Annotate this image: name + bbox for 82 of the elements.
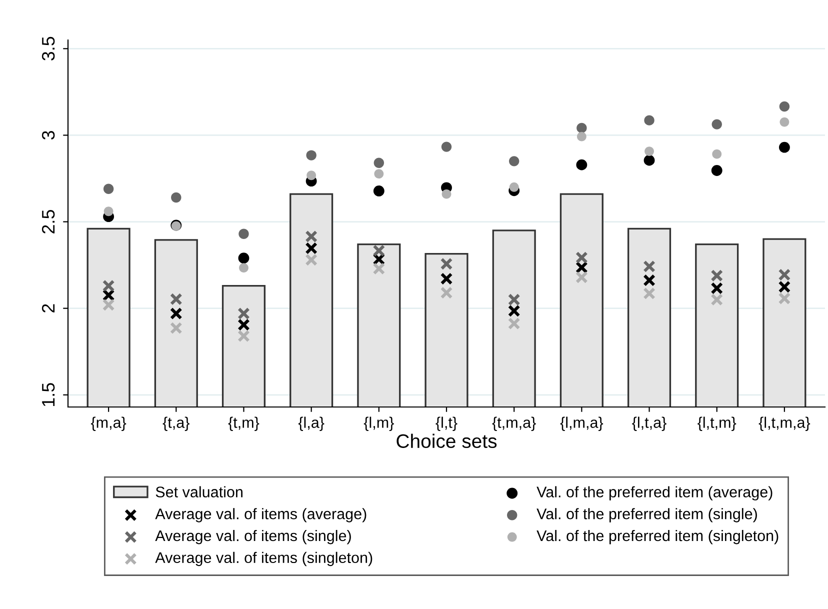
legend-label: Val. of the preferred item (single)	[536, 508, 757, 522]
point	[508, 304, 520, 318]
point	[440, 258, 453, 270]
point	[103, 184, 114, 194]
point	[778, 292, 791, 305]
point	[779, 101, 790, 112]
point	[171, 192, 182, 203]
point	[306, 170, 316, 180]
legend-label: Average val. of items (average)	[155, 508, 366, 522]
legend-label: Average val. of items (single)	[155, 530, 351, 544]
x-tick-label: {l,t}	[436, 416, 458, 431]
x-tick-label: {t,m}	[228, 416, 260, 431]
point	[575, 271, 588, 284]
point	[372, 244, 386, 257]
x-axis-title: Choice sets	[396, 434, 497, 448]
point	[508, 317, 520, 330]
point	[778, 280, 791, 294]
point	[710, 293, 724, 306]
point	[372, 262, 386, 275]
y-tick-label: 3.5	[42, 36, 55, 61]
x-tick-label: {t,m,a}	[492, 416, 536, 431]
point	[780, 117, 790, 127]
x-tick-label: {m,a}	[90, 416, 126, 431]
y-tick-label: 2.5	[42, 210, 55, 234]
point	[644, 146, 654, 156]
point	[305, 242, 318, 254]
legend-label: Val. of the preferred item (singleton)	[536, 530, 778, 544]
point	[508, 293, 520, 306]
point	[710, 269, 724, 282]
y-tick-label: 3	[42, 130, 55, 140]
point	[374, 158, 384, 168]
y-tick-label: 2	[42, 304, 55, 312]
x-tick-label: {l,a}	[298, 416, 324, 431]
point	[102, 298, 115, 312]
point	[440, 286, 453, 299]
point	[509, 182, 519, 192]
legend-label: Set valuation	[156, 486, 242, 498]
point	[778, 268, 791, 281]
point	[778, 142, 790, 153]
x-tick-label: {l,m,a}	[560, 416, 604, 431]
legend-label: Average val. of items (singleton)	[155, 552, 372, 566]
point	[576, 159, 588, 170]
point	[712, 119, 722, 130]
legend-label: Val. of the preferred item (average)	[536, 486, 772, 500]
point	[238, 228, 249, 239]
point	[306, 150, 316, 160]
point	[170, 307, 182, 320]
point	[238, 307, 250, 320]
point	[305, 230, 318, 243]
point	[238, 318, 250, 331]
point	[576, 132, 586, 142]
point	[238, 252, 250, 264]
point	[644, 154, 655, 166]
point	[711, 165, 722, 176]
y-tick-label: 1.5	[42, 383, 55, 406]
point	[102, 280, 115, 292]
point	[508, 156, 520, 166]
x-tick-label: {l,m}	[364, 416, 394, 431]
point	[643, 274, 656, 286]
point	[238, 330, 250, 342]
point	[442, 189, 452, 199]
x-tick-label: {l,t,m}	[698, 416, 736, 431]
point	[710, 282, 724, 294]
point	[170, 322, 182, 334]
point	[373, 185, 384, 196]
point	[239, 263, 248, 273]
x-tick-label: {l,t,m,a}	[758, 416, 810, 431]
point	[576, 122, 587, 134]
point	[440, 272, 453, 285]
point	[170, 292, 182, 306]
x-tick-label: {t,a}	[162, 416, 190, 431]
point	[374, 169, 384, 179]
point	[575, 251, 588, 264]
point	[575, 261, 588, 274]
point	[104, 206, 114, 216]
point	[643, 287, 656, 300]
point	[712, 149, 722, 159]
point	[643, 260, 656, 273]
point	[644, 115, 654, 126]
point	[305, 254, 318, 266]
x-tick-label: {l,t,a}	[632, 416, 666, 431]
point	[441, 142, 452, 152]
